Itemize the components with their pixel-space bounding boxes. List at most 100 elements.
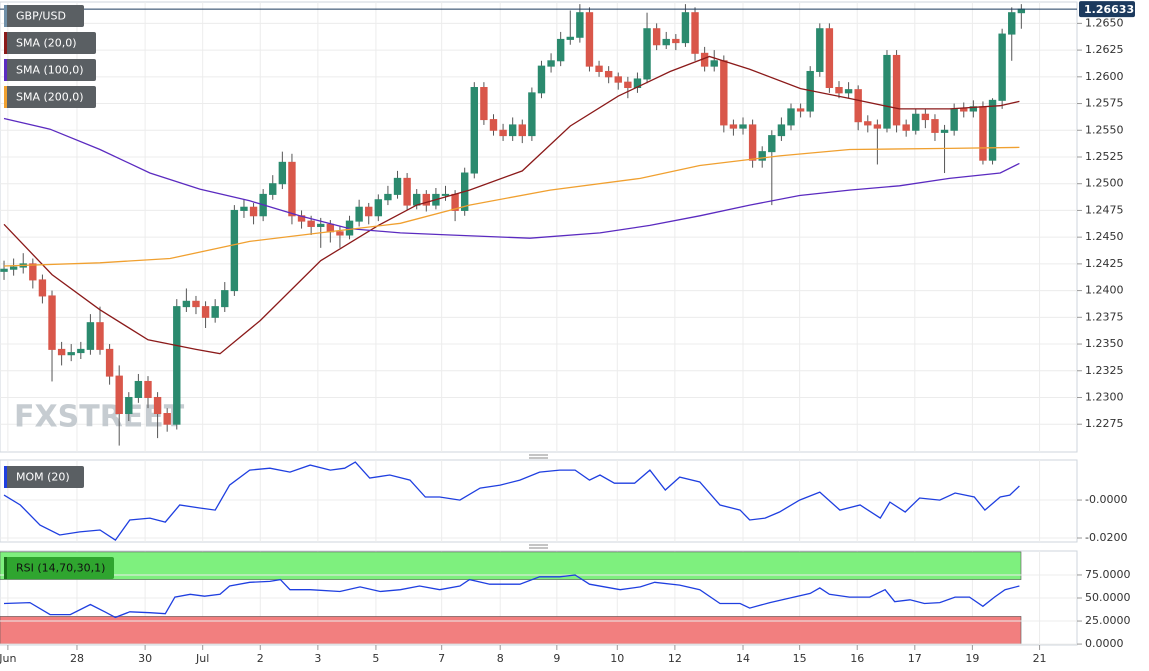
legend-label: GBP/USD [16, 10, 66, 23]
candle-body [0, 268, 8, 272]
legend-label: SMA (100,0) [16, 64, 84, 77]
candle-body [134, 380, 143, 398]
candle-body [873, 124, 882, 129]
candle-body [825, 28, 834, 89]
candle-body [1008, 12, 1016, 35]
candle-body [9, 266, 18, 270]
indicator-line [3, 574, 1020, 619]
y-tick-label: 1.2375 [1085, 310, 1124, 323]
candle-body [758, 151, 766, 161]
candle-body [595, 65, 603, 72]
candle-body [182, 300, 191, 308]
candle-body [240, 206, 248, 211]
y-tick-label: 1.2275 [1085, 417, 1124, 430]
candle-body [556, 38, 565, 62]
x-tick-label: 17 [908, 652, 922, 665]
legend-label: SMA (200,0) [16, 91, 84, 104]
candle-body [441, 193, 450, 196]
legend-box[interactable] [4, 5, 84, 27]
last-price-label: 1.26633 [1084, 3, 1134, 16]
sma-line [3, 55, 1020, 355]
candle-body [48, 295, 56, 350]
candle-body [86, 322, 95, 350]
candle-body [720, 60, 728, 126]
candle-body [336, 231, 344, 236]
candle-body [988, 99, 997, 161]
candle-body [365, 206, 373, 217]
candle-body [403, 177, 411, 206]
candle-body [950, 108, 958, 131]
candle-body [317, 223, 325, 227]
candle-body [931, 119, 939, 133]
candle-body [921, 113, 930, 121]
y-tick-label: 1.2575 [1085, 97, 1124, 110]
candle-body [883, 54, 891, 129]
candle-body [691, 12, 699, 54]
legend-box[interactable] [4, 32, 96, 54]
sma-line [3, 117, 1020, 239]
candle-body [29, 263, 37, 281]
x-tick-label: 8 [497, 652, 504, 665]
legend-label: RSI (14,70,30,1) [16, 562, 105, 575]
x-tick-label: 28 [70, 652, 84, 665]
candle-body [681, 12, 690, 44]
candle-body [960, 108, 968, 112]
candle-body [547, 60, 555, 67]
candle-body [115, 375, 123, 415]
legend-box[interactable] [4, 466, 84, 488]
x-tick-label: 2 [257, 652, 264, 665]
candle-body [710, 60, 718, 67]
y-tick-label: 1.2300 [1085, 390, 1124, 403]
candle-body [508, 124, 517, 137]
y-tick-label: 1.2650 [1085, 16, 1124, 29]
y-tick-label: 1.2500 [1085, 177, 1124, 190]
candle-body [153, 396, 162, 415]
panel-frame [0, 1, 1078, 453]
x-tick-label: Jun [0, 652, 16, 665]
candle-body [537, 65, 546, 94]
x-tick-label: 14 [736, 652, 750, 665]
sma-line [3, 146, 1020, 267]
candle-body [979, 106, 987, 161]
candle-body [77, 348, 85, 354]
candle-body [499, 129, 507, 137]
y-tick-label: -0.0200 [1085, 531, 1127, 544]
y-tick-label: 25.0000 [1085, 614, 1131, 627]
candle-body [835, 87, 843, 94]
candle-body [652, 28, 661, 46]
candle-body [614, 76, 622, 83]
x-tick-label: 7 [438, 652, 445, 665]
y-tick-label: 1.2425 [1085, 257, 1124, 270]
candle-body [105, 348, 114, 377]
legend-box[interactable] [4, 59, 96, 81]
y-tick-label: 75.0000 [1085, 568, 1131, 581]
y-tick-label: 1.2400 [1085, 284, 1124, 297]
candle-body [67, 352, 75, 356]
candle-body [940, 129, 949, 133]
candle-body [57, 348, 66, 356]
candle-body [393, 177, 402, 195]
candle-body [902, 124, 910, 131]
legend-swatch [4, 32, 7, 54]
panel-frame [0, 459, 1078, 543]
x-tick-label: 3 [314, 652, 321, 665]
candle-body [144, 380, 152, 398]
candle-body [163, 413, 171, 425]
candle-body [249, 206, 258, 217]
candle-body [624, 81, 632, 89]
candle-body [230, 209, 239, 292]
y-tick-label: 0.0000 [1085, 637, 1124, 650]
legend-box[interactable] [4, 86, 96, 108]
x-tick-label: 30 [138, 652, 152, 665]
candle-body [998, 33, 1006, 101]
legend-box[interactable] [4, 557, 114, 579]
candle-body [787, 108, 795, 126]
candle-body [480, 87, 488, 121]
candle-body [326, 223, 335, 233]
candle-body [38, 279, 47, 297]
candle-body [1017, 8, 1026, 14]
candle-body [192, 300, 200, 308]
x-tick-label: 15 [793, 652, 807, 665]
